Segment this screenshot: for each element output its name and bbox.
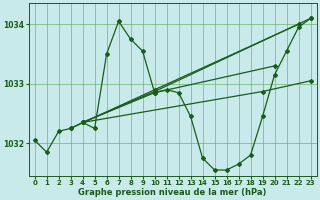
X-axis label: Graphe pression niveau de la mer (hPa): Graphe pression niveau de la mer (hPa) xyxy=(78,188,267,197)
